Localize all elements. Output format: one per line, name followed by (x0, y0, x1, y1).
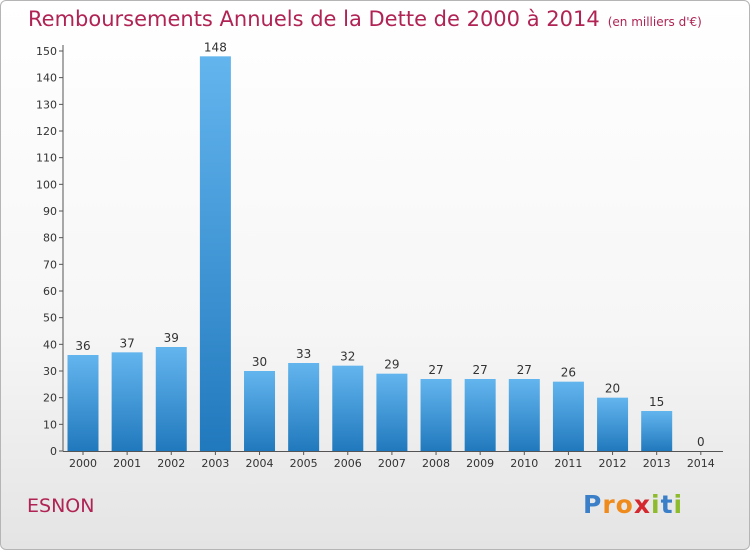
x-tick-label: 2010 (510, 457, 538, 470)
bar (376, 373, 408, 451)
bar (552, 381, 584, 451)
x-tick-label: 2014 (687, 457, 715, 470)
x-tick-label: 2012 (599, 457, 627, 470)
data-label: 37 (119, 336, 134, 350)
proxiti-logo: Proxiti (583, 490, 683, 519)
data-label: 26 (561, 366, 576, 380)
x-tick-label: 2003 (201, 457, 229, 470)
x-tick-label: 2004 (246, 457, 274, 470)
x-tick-label: 2002 (157, 457, 185, 470)
x-tick-label: 2013 (643, 457, 671, 470)
logo-letter: P (583, 490, 603, 519)
y-tick-label: 60 (43, 285, 57, 298)
data-label: 15 (649, 395, 664, 409)
bar (641, 411, 673, 451)
y-tick-label: 130 (36, 98, 57, 111)
data-label: 39 (164, 331, 179, 345)
bar (67, 355, 99, 451)
y-tick-label: 90 (43, 205, 57, 218)
x-tick-label: 2008 (422, 457, 450, 470)
data-label: 29 (384, 358, 399, 372)
data-label: 20 (605, 382, 620, 396)
bar (420, 379, 452, 451)
x-tick-label: 2001 (113, 457, 141, 470)
data-label: 27 (428, 363, 443, 377)
bar (155, 347, 187, 451)
bar (464, 379, 496, 451)
data-label: 27 (517, 363, 532, 377)
data-label: 30 (252, 355, 267, 369)
y-tick-label: 40 (43, 338, 57, 351)
x-tick-label: 2005 (290, 457, 318, 470)
y-tick-label: 110 (36, 152, 57, 165)
y-tick-label: 20 (43, 392, 57, 405)
x-tick-label: 2006 (334, 457, 362, 470)
chart-title: Remboursements Annuels de la Dette de 20… (28, 7, 702, 31)
y-tick-label: 10 (43, 418, 57, 431)
logo-letter: r (602, 490, 616, 519)
data-label: 27 (473, 363, 488, 377)
y-tick-label: 70 (43, 258, 57, 271)
bar (244, 371, 276, 451)
chart-unit: (en milliers d'€) (607, 15, 702, 29)
data-label: 148 (204, 40, 227, 54)
bar (597, 397, 629, 451)
data-label: 32 (340, 350, 355, 364)
commune-name: ESNON (27, 495, 95, 517)
y-tick-label: 30 (43, 365, 57, 378)
logo-letter: x (633, 490, 651, 519)
x-tick-label: 2011 (554, 457, 582, 470)
x-tick-label: 2007 (378, 457, 406, 470)
chart-title-text: Remboursements Annuels de la Dette de 20… (28, 7, 600, 31)
data-label: 33 (296, 347, 311, 361)
data-label: 0 (697, 435, 705, 449)
y-tick-label: 140 (36, 72, 57, 85)
logo-letter: i (651, 490, 661, 519)
y-tick-label: 120 (36, 125, 57, 138)
bar (288, 363, 320, 451)
y-tick-label: 0 (50, 445, 57, 458)
data-label: 36 (75, 339, 90, 353)
x-tick-label: 2000 (69, 457, 97, 470)
logo-letter: o (615, 490, 634, 519)
bar (508, 379, 540, 451)
y-tick-label: 50 (43, 312, 57, 325)
y-tick-label: 80 (43, 232, 57, 245)
y-tick-label: 150 (36, 45, 57, 58)
bar (199, 56, 231, 451)
bar (111, 352, 143, 451)
x-tick-label: 2009 (466, 457, 494, 470)
y-tick-label: 100 (36, 178, 57, 191)
logo-letter: i (673, 490, 684, 519)
bar (332, 365, 364, 451)
logo-letter: t (660, 490, 674, 519)
